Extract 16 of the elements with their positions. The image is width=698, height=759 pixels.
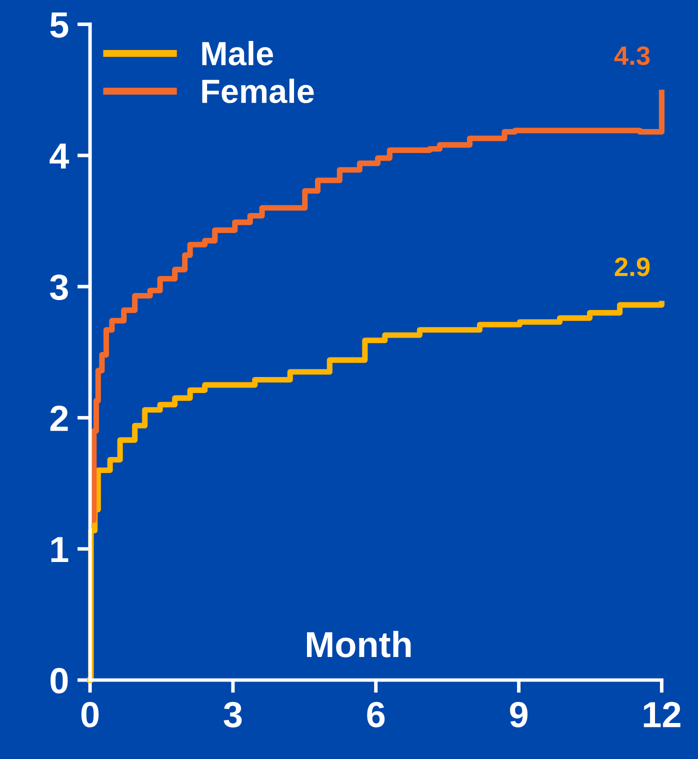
annotation: 4.3 — [614, 46, 650, 66]
x-tick-label: 9 — [510, 702, 528, 728]
y-tick-label: 3 — [50, 274, 68, 300]
legend-label: Male — [202, 40, 274, 66]
y-tick-label: 4 — [50, 144, 70, 169]
x-tick-label: 6 — [367, 702, 385, 728]
y-tick-label: 1 — [51, 537, 68, 562]
legend-label: Female — [202, 78, 314, 104]
y-tick-label: 0 — [50, 668, 68, 694]
y-tick-label: 2 — [50, 406, 68, 431]
annotation: 2.9 — [614, 258, 650, 276]
x-tick-label: 3 — [224, 702, 242, 728]
x-axis-title: Month — [307, 630, 411, 658]
x-tick-label: 12 — [644, 702, 680, 728]
x-tick-label: 0 — [81, 702, 99, 728]
y-tick-label: 5 — [50, 12, 68, 38]
